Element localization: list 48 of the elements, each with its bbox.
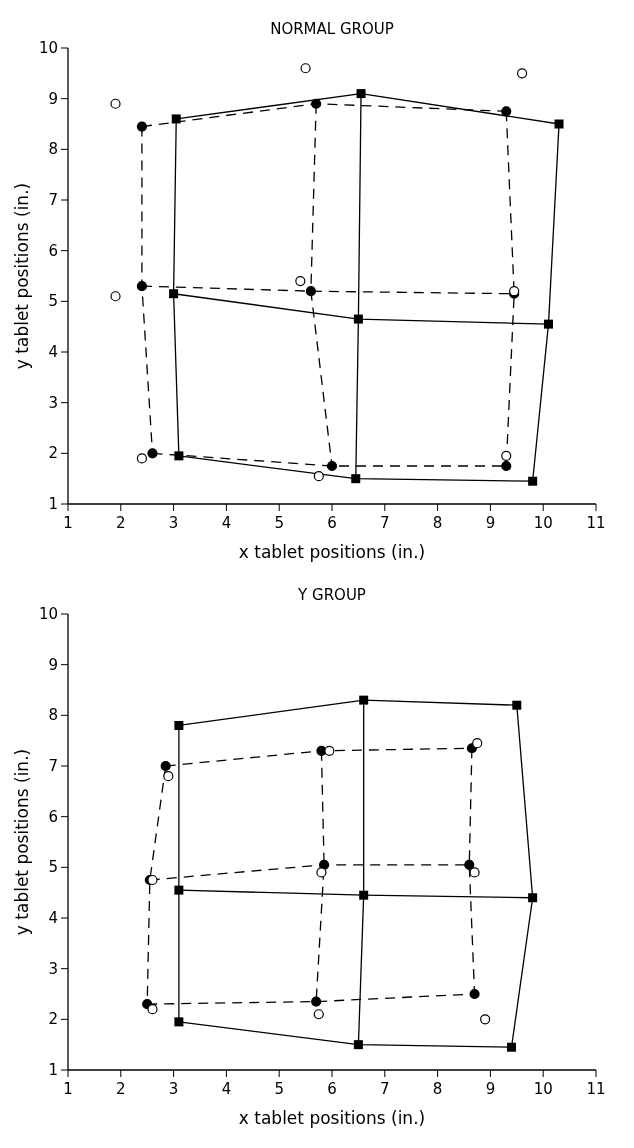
x-tick-label: 3 — [168, 514, 179, 532]
y-tick-label: 8 — [48, 706, 58, 725]
x-tick-label: 6 — [327, 514, 337, 532]
y-axis-title: y tablet positions (in.) — [12, 182, 32, 370]
y-tick-label: 7 — [48, 191, 58, 209]
x-tick-label: 10 — [533, 514, 553, 532]
y-tick-label: 1 — [48, 1061, 58, 1079]
y-tick-label: 7 — [48, 757, 58, 775]
y-tick-label: 4 — [48, 343, 58, 361]
x-tick-label: 11 — [586, 514, 606, 532]
x-tick-label: 2 — [116, 1080, 126, 1098]
y-axis-title: y tablet positions (in.) — [12, 748, 32, 936]
y-tick-label: 5 — [48, 292, 58, 311]
x-tick-label: 1 — [63, 514, 73, 532]
y-tick-label: 9 — [48, 655, 58, 674]
x-tick-label: 4 — [221, 1080, 232, 1098]
y-tick-label: 5 — [48, 858, 58, 877]
x-tick-label: 8 — [432, 1080, 443, 1098]
x-tick-label: 2 — [116, 514, 126, 532]
x-tick-label: 4 — [221, 514, 232, 532]
x-tick-label: 5 — [274, 1080, 284, 1098]
chart-title: Y GROUP — [297, 586, 366, 604]
y-tick-label: 1 — [48, 495, 58, 513]
y-tick-label: 10 — [38, 39, 58, 57]
y-tick-label: 4 — [48, 909, 58, 927]
x-tick-label: 8 — [432, 514, 443, 532]
x-tick-label: 9 — [485, 1080, 496, 1098]
x-axis-title: x tablet positions (in.) — [238, 542, 426, 562]
y-tick-label: 6 — [48, 807, 58, 826]
x-tick-label: 7 — [380, 1080, 390, 1098]
x-tick-label: 11 — [586, 1080, 606, 1098]
x-tick-label: 10 — [533, 1080, 553, 1098]
y-tick-label: 3 — [48, 959, 58, 978]
chart-title: NORMAL GROUP — [270, 20, 394, 38]
y-tick-label: 6 — [48, 241, 58, 260]
x-tick-label: 5 — [274, 514, 284, 532]
x-tick-label: 1 — [63, 1080, 73, 1098]
x-tick-label: 3 — [168, 1080, 179, 1098]
x-axis-title: x tablet positions (in.) — [238, 1108, 426, 1128]
y-tick-label: 9 — [48, 89, 58, 108]
y-tick-label: 2 — [48, 1010, 58, 1029]
y-tick-label: 2 — [48, 444, 58, 463]
x-tick-label: 7 — [380, 514, 390, 532]
y-tick-label: 10 — [38, 605, 58, 623]
x-tick-label: 9 — [485, 514, 496, 532]
x-tick-label: 6 — [327, 1080, 337, 1098]
y-tick-label: 8 — [48, 140, 58, 159]
y-tick-label: 3 — [48, 393, 58, 412]
